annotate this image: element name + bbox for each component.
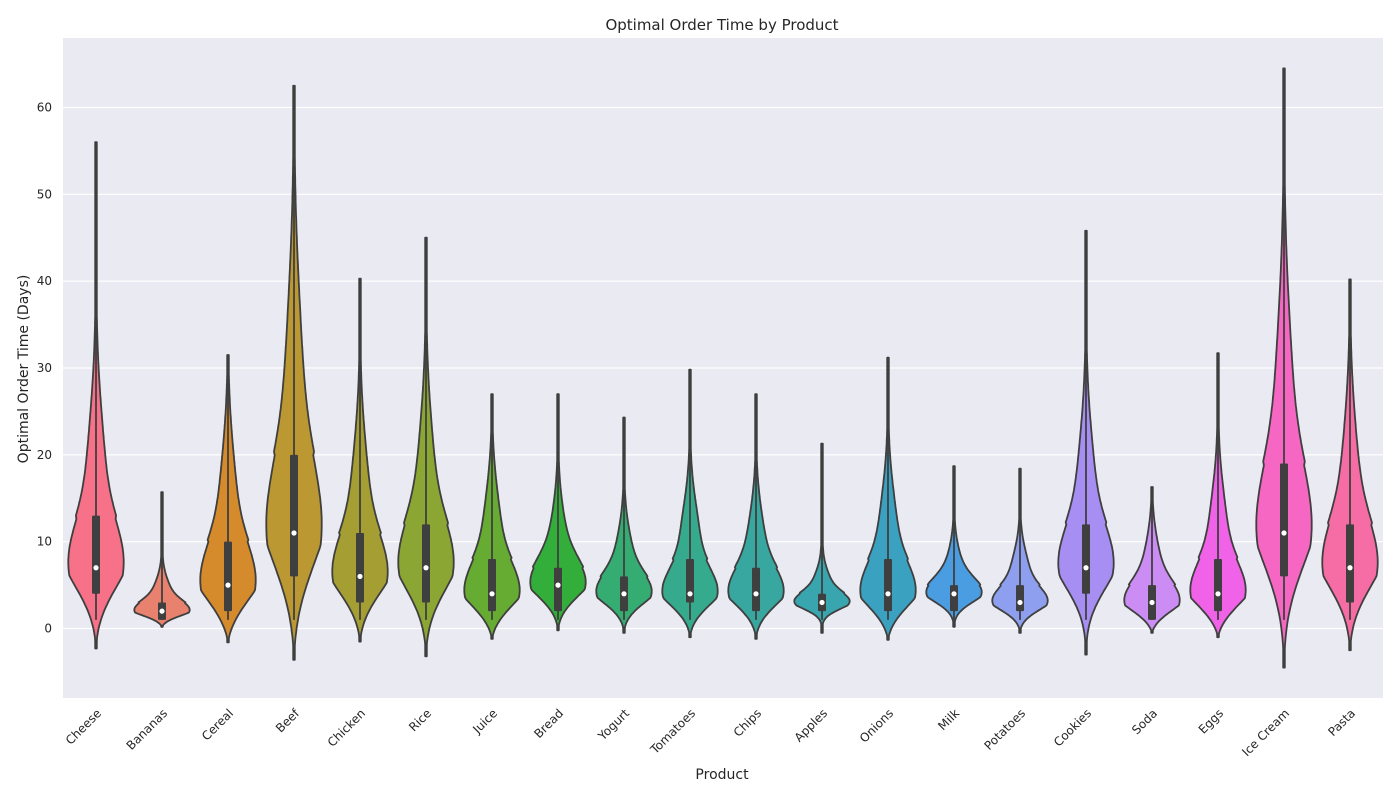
violin-median-dot [357, 573, 363, 580]
violin-iqr-box [488, 559, 496, 612]
x-tick-label: Juice [469, 706, 500, 737]
x-tick-label: Beef [273, 706, 303, 736]
violin-iqr-box [686, 559, 694, 603]
x-tick-label: Cereal [199, 706, 236, 743]
violin-iqr-box [884, 559, 892, 612]
x-tick-label: Apples [792, 706, 830, 744]
violin-median-dot [1281, 530, 1287, 536]
y-tick-label: 0 [44, 622, 52, 636]
violin-iqr-box [752, 567, 760, 612]
y-axis-ticks: 0 10 20 30 40 50 60 [37, 100, 52, 635]
violin-iqr-box [1280, 463, 1288, 577]
violin-iqr-box [1214, 559, 1222, 612]
violin-median-dot [621, 591, 627, 597]
x-axis-label: Product [695, 767, 749, 783]
x-tick-label: Soda [1129, 706, 1160, 737]
violin-median-dot [555, 582, 561, 588]
violin-median-dot [93, 565, 99, 571]
violin-iqr-box [356, 533, 364, 603]
x-tick-label: Cheese [63, 706, 104, 747]
violin-median-dot [819, 599, 825, 606]
violin-median-dot [885, 591, 891, 597]
violin-median-dot [951, 591, 957, 597]
x-tick-label: Cookies [1051, 706, 1094, 749]
x-tick-label: Ice Cream [1239, 706, 1292, 759]
violin-median-dot [687, 591, 693, 597]
x-tick-label: Bread [531, 706, 566, 741]
y-tick-label: 60 [37, 100, 52, 114]
x-tick-label: Milk [935, 706, 962, 733]
violin-median-dot [753, 591, 759, 597]
x-tick-label: Onions [857, 706, 896, 745]
x-tick-label: Tomatoes [647, 706, 698, 757]
y-tick-label: 10 [37, 535, 52, 549]
violin-median-dot [291, 530, 297, 536]
violin-median-dot [423, 565, 429, 571]
x-tick-label: Eggs [1196, 706, 1226, 736]
y-axis-label: Optimal Order Time (Days) [16, 275, 32, 464]
violin-median-dot [489, 591, 495, 597]
violin-median-dot [1017, 599, 1023, 606]
y-tick-label: 30 [37, 361, 52, 375]
x-tick-label: Pasta [1325, 706, 1358, 739]
violin-iqr-box [1346, 524, 1354, 603]
x-tick-label: Potatoes [982, 706, 1029, 753]
chart-title: Optimal Order Time by Product [605, 16, 838, 34]
violin-iqr-box [224, 541, 232, 612]
violin-iqr-box [950, 585, 958, 612]
violin-iqr-box [1016, 585, 1024, 612]
violin-median-dot [1083, 565, 1089, 571]
violin-iqr-box [1082, 524, 1090, 594]
violin-iqr-box [422, 524, 430, 603]
violin-median-dot [1149, 599, 1155, 606]
violin-median-dot [225, 582, 231, 588]
x-tick-label: Bananas [124, 706, 171, 753]
x-tick-label: Chicken [325, 706, 368, 749]
x-tick-label: Rice [406, 706, 434, 734]
violin-median-dot [1347, 565, 1353, 571]
violin-iqr-box [92, 515, 100, 594]
x-axis-ticks: Cheese Bananas Cereal Beef Chicken Rice Juice B… [63, 706, 1358, 759]
x-tick-label: Chips [731, 706, 764, 739]
violin-median-dot [159, 608, 165, 614]
y-tick-label: 50 [37, 187, 52, 201]
y-tick-label: 20 [37, 448, 52, 462]
violin-iqr-box [290, 454, 298, 577]
violin-iqr-box [554, 567, 562, 612]
x-tick-label: Yogurt [595, 706, 633, 744]
y-tick-label: 40 [37, 274, 52, 288]
violin-median-dot [1215, 591, 1221, 597]
violins [67, 67, 1379, 669]
